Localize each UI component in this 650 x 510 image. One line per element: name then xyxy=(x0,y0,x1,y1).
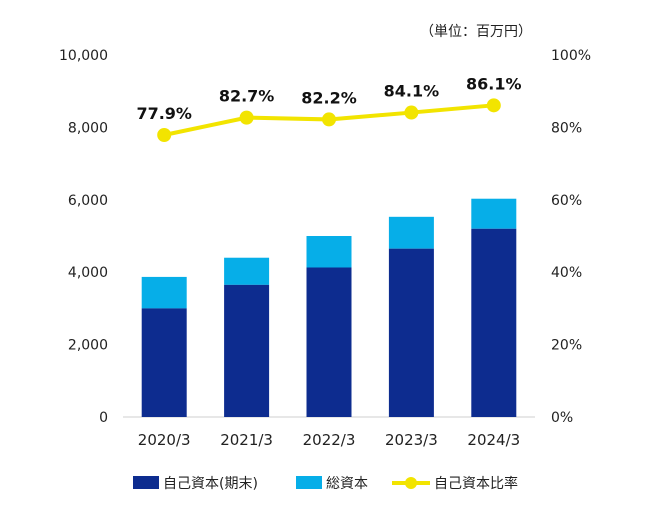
left-tick-label: 6,000 xyxy=(68,193,108,209)
left-tick-label: 4,000 xyxy=(68,265,108,281)
ratio-point xyxy=(486,98,501,113)
right-tick-label: 100% xyxy=(551,48,591,64)
right-tick-label: 40% xyxy=(551,265,582,281)
total-capital-bar xyxy=(471,198,517,229)
category-labels: 2020/3 2021/3 2022/3 2023/3 2024/3 xyxy=(138,431,520,449)
left-tick-label: 2,000 xyxy=(68,338,108,354)
ratio-line: 77.9% 82.7% 82.2% 84.1% 86.1% xyxy=(136,74,522,143)
legend-label-equity: 自己資本(期末) xyxy=(163,476,258,492)
right-tick-label: 0% xyxy=(551,410,573,426)
left-tick-label: 8,000 xyxy=(68,120,108,136)
equity-bar xyxy=(224,284,270,417)
ratio-point xyxy=(322,112,336,127)
left-axis: 0 2,000 4,000 6,000 8,000 10,000 xyxy=(59,48,108,426)
equity-bar xyxy=(388,248,434,417)
ratio-point xyxy=(404,105,419,120)
legend-marker-ratio xyxy=(405,477,417,489)
category-label: 2020/3 xyxy=(138,431,191,449)
ratio-data-label: 84.1% xyxy=(384,82,440,101)
right-tick-label: 60% xyxy=(551,193,582,209)
ratio-data-label: 86.1% xyxy=(466,74,522,93)
equity-bar xyxy=(471,228,517,417)
ratio-point xyxy=(157,128,172,143)
ratio-data-label: 77.9% xyxy=(136,104,192,123)
equity-bar xyxy=(306,267,352,417)
total-capital-bar xyxy=(141,276,187,309)
legend: 自己資本(期末) 総資本 自己資本比率 xyxy=(133,475,518,492)
unit-note: （単位：百万円） xyxy=(420,24,532,40)
legend-swatch-total xyxy=(296,476,322,489)
ratio-point xyxy=(239,110,254,125)
category-label: 2024/3 xyxy=(467,431,520,449)
right-tick-label: 20% xyxy=(551,338,582,354)
category-label: 2021/3 xyxy=(220,431,273,449)
category-label: 2023/3 xyxy=(385,431,438,449)
legend-label-ratio: 自己資本比率 xyxy=(434,475,518,492)
total-capital-bar xyxy=(224,257,270,285)
total-capital-bar xyxy=(306,236,352,268)
equity-bar xyxy=(141,308,187,417)
legend-swatch-equity xyxy=(133,476,159,489)
left-tick-label: 10,000 xyxy=(59,48,108,64)
right-tick-label: 80% xyxy=(551,120,582,136)
right-axis: 0% 20% 40% 60% 80% 100% xyxy=(551,48,591,426)
left-tick-label: 0 xyxy=(99,410,108,426)
ratio-data-label: 82.7% xyxy=(219,87,275,106)
legend-label-total: 総資本 xyxy=(326,476,368,492)
ratio-data-label: 82.2% xyxy=(301,88,357,107)
total-capital-bar xyxy=(388,216,434,249)
category-label: 2022/3 xyxy=(303,431,356,449)
bars xyxy=(141,198,517,417)
